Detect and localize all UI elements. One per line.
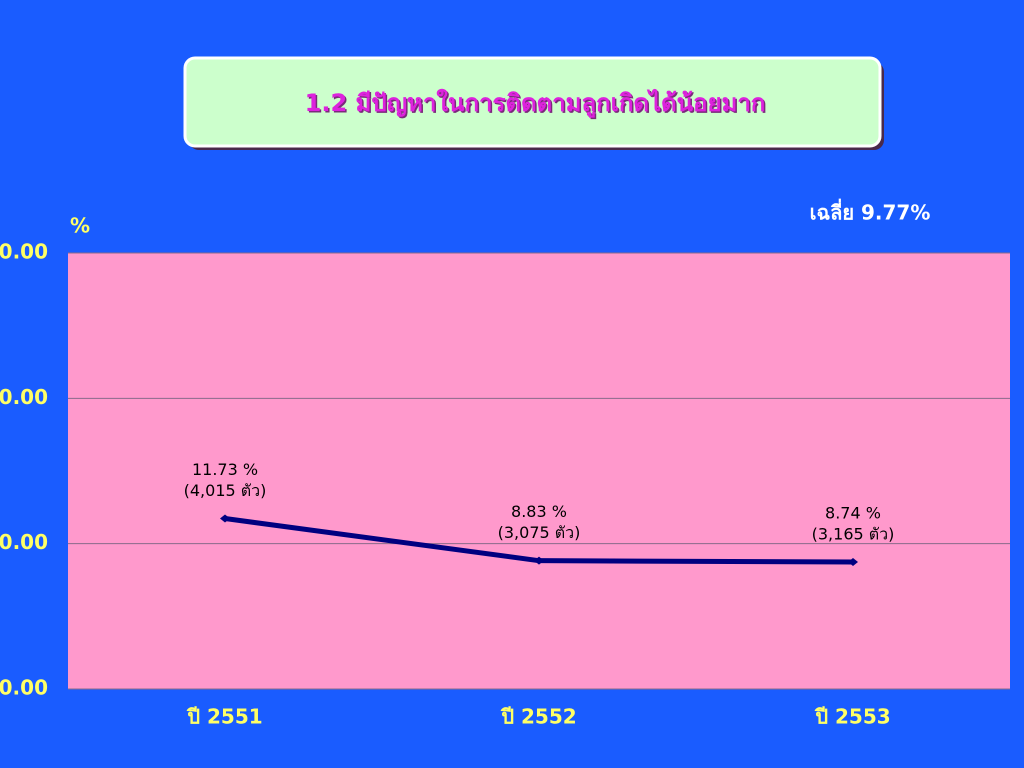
- value-label: 8.83 %: [511, 502, 567, 521]
- value-label: 8.74 %: [825, 503, 881, 522]
- y-axis-label: %: [70, 214, 90, 238]
- y-tick-label: 20.00: [0, 385, 48, 409]
- x-tick-label: ปี 2553: [814, 705, 891, 729]
- y-tick-label: 10.00: [0, 530, 48, 554]
- chart-title: 1.2 มีปัญหาในการติดตามลูกเกิดได้น้อยมาก: [305, 88, 766, 118]
- plot-area: [68, 253, 1010, 689]
- x-tick-label: ปี 2551: [186, 705, 263, 729]
- title-shadow-text: 1.2 มีปัญหาในการติดตามลูกเกิดได้น้อยมาก: [306, 90, 767, 120]
- count-label: (3,075 ตัว): [498, 523, 581, 542]
- average-annotation: เฉลี่ย 9.77%: [810, 198, 931, 225]
- y-tick-label: 0.00: [0, 676, 48, 700]
- marker: [848, 557, 858, 566]
- value-label: 11.73 %: [192, 460, 258, 479]
- count-label: (3,165 ตัว): [812, 524, 895, 543]
- count-label: (4,015 ตัว): [184, 481, 267, 500]
- y-tick-label: 30.00: [0, 240, 48, 264]
- x-tick-label: ปี 2552: [500, 705, 577, 729]
- marker: [534, 556, 544, 565]
- title-box: [183, 56, 882, 148]
- marker: [220, 514, 230, 523]
